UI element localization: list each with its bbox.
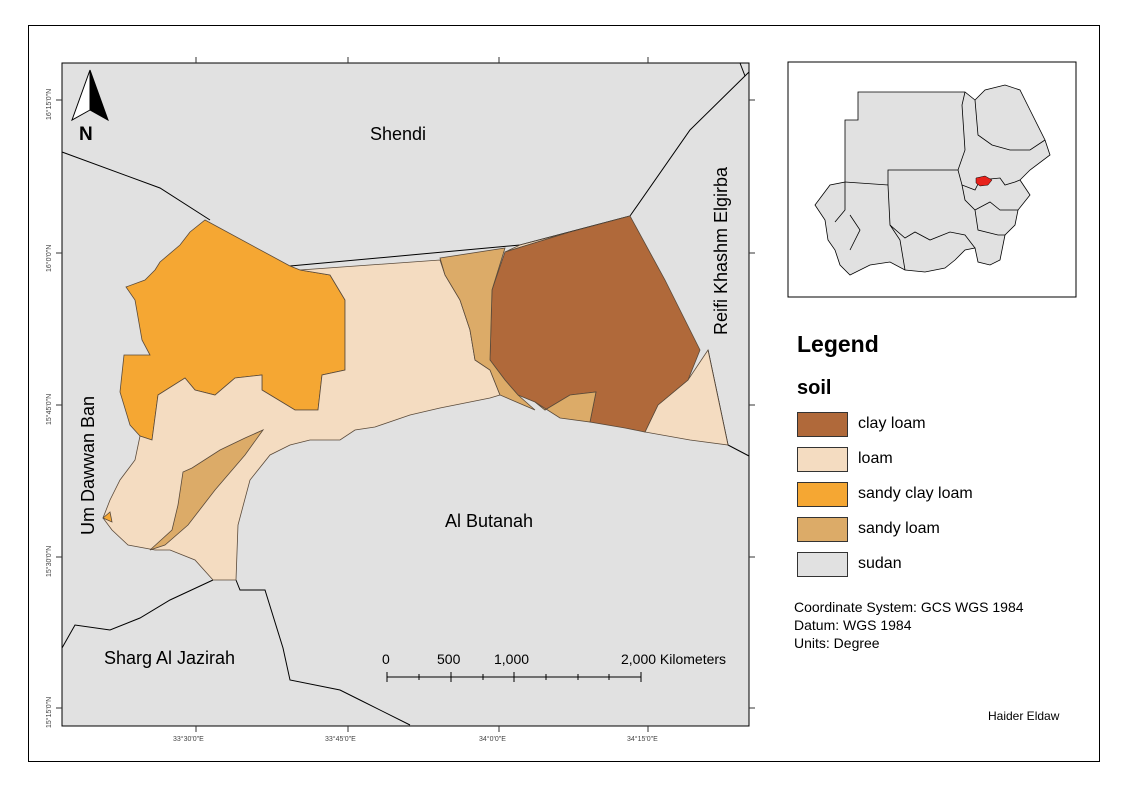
scale-bar [386,672,642,682]
legend-label: loam [858,450,893,467]
lat-tick-label: 15°45'0"N [46,393,53,425]
lon-tick-label: 34°15'0"E [627,736,658,743]
map-layout-frame [28,25,1100,762]
legend-subtitle: soil [797,377,832,399]
author-credit: Haider Eldaw [988,709,1060,723]
scale-bar-label: 500 [437,651,461,667]
region-label-reifi: Reifi Khashm Elgirba [711,166,731,335]
lat-tick-label: 16°0'0"N [46,244,53,272]
legend-label: sandy loam [858,520,940,537]
legend-swatch [797,551,848,577]
lat-tick-label: 16°15'0"N [46,88,53,120]
datum-text: Datum: WGS 1984 [794,617,912,633]
soil-sandy-loam-2 [534,391,597,423]
coordinate-system-text: Coordinate System: GCS WGS 1984 [794,599,1024,615]
north-arrow-icon [71,69,109,122]
legend-item-sudan: sudan [797,550,902,578]
scale-bar-label: 2,000 Kilometers [621,651,727,667]
region-label-sharg-al-jazirah: Sharg Al Jazirah [104,648,236,668]
soil-sandy-clay-loam-2 [102,511,113,523]
legend-swatch [797,446,848,472]
inset-map-sudan [814,84,1051,276]
soil-sandy-loam [439,247,536,411]
graticule-ticks [56,57,755,732]
legend-item-loam: loam [797,445,893,473]
region-label-al-butanah: Al Butanah [445,511,534,531]
scale-bar-label: 1,000 [494,651,530,667]
north-arrow-label: N [79,124,93,145]
soil-sandy-loam-3 [149,429,265,551]
legend-swatch [797,411,848,437]
region-label-shendi: Shendi [370,124,427,144]
coordinate-info: Coordinate System: GCS WGS 1984 Datum: W… [794,598,1024,652]
lon-tick-label: 34°0'0"E [479,736,506,743]
scale-bar-label: 0 [382,651,390,667]
legend-item-sandy-loam: sandy loam [797,515,940,543]
legend-swatch [797,481,848,507]
units-text: Units: Degree [794,635,880,651]
lat-tick-label: 15°15'0"N [46,696,53,728]
region-label-um-dawwan-ban: Um Dawwan Ban [78,395,98,535]
legend-item-sandy-clay-loam: sandy clay loam [797,480,973,508]
legend-title: Legend [797,331,879,357]
legend-label: sandy clay loam [858,485,973,502]
legend-label: sudan [858,555,902,572]
legend-swatch [797,516,848,542]
lon-tick-label: 33°30'0"E [173,736,204,743]
legend-item-clay-loam: clay loam [797,410,926,438]
lat-tick-label: 15°30'0"N [46,545,53,577]
legend-label: clay loam [858,415,926,432]
lon-tick-label: 33°45'0"E [325,736,356,743]
inset-study-area-highlight [975,175,993,187]
